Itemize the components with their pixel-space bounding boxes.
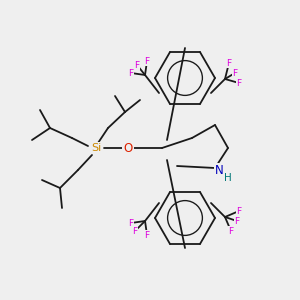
Text: F: F (228, 226, 233, 236)
Text: Si: Si (91, 143, 101, 153)
Text: F: F (128, 218, 134, 227)
Text: F: F (128, 68, 134, 77)
Text: F: F (234, 217, 239, 226)
Text: F: F (145, 230, 150, 239)
Text: N: N (214, 164, 224, 176)
Text: F: F (226, 58, 232, 68)
Text: F: F (236, 206, 242, 215)
Text: F: F (134, 61, 140, 70)
Text: F: F (133, 226, 138, 236)
Text: F: F (232, 68, 238, 77)
Text: F: F (145, 56, 150, 65)
Text: H: H (224, 173, 232, 183)
Text: F: F (236, 79, 242, 88)
Text: O: O (123, 142, 133, 154)
